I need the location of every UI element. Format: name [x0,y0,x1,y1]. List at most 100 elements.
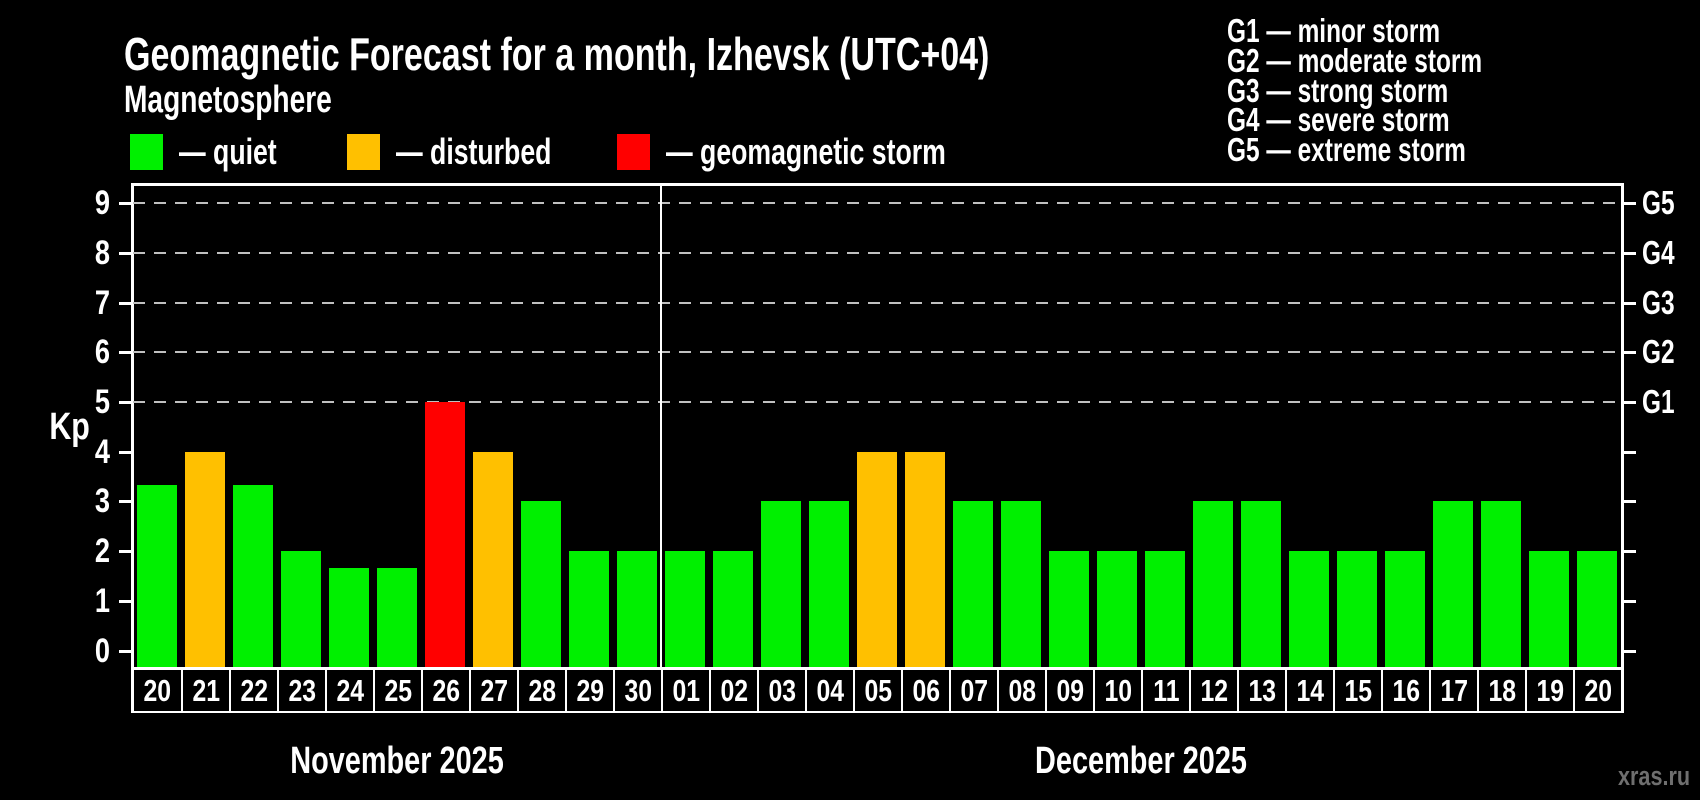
date-cell: 04 [805,670,853,711]
month-separator-line [660,184,662,667]
kp-9-gridline [133,202,1621,205]
date-label: 24 [336,672,364,708]
date-cell: 12 [1189,670,1237,711]
y-tick-label: 4 [94,432,110,471]
month-label-december: December 2025 [1035,740,1247,782]
date-cell: 16 [1381,670,1429,711]
date-label: 29 [576,672,604,708]
kp-bar [761,501,801,667]
kp-bar [473,451,513,667]
date-label: 04 [816,672,844,708]
date-label: 11 [1152,672,1180,708]
date-cell: 13 [1237,670,1285,711]
g2-legend-line: G2 — moderate storm [1227,41,1483,79]
date-cell: 30 [613,670,661,711]
kp-bar [1289,551,1329,667]
date-label: 12 [1200,672,1228,708]
legend-item-disturbed: — disturbed [347,132,606,172]
g-level-label: G5 [1642,184,1675,222]
kp-bar [1049,551,1089,667]
kp-bar [809,501,849,667]
date-cell: 25 [373,670,421,711]
y-tick-label: 7 [94,283,110,322]
kp-bar [857,451,897,667]
y-tick [119,351,131,355]
kp-bar [905,451,945,667]
date-cell: 19 [1525,670,1573,711]
legend-storm-label: — geomagnetic storm [666,131,946,172]
subtitle: Magnetosphere [124,79,332,121]
kp-bar [1529,551,1569,667]
kp-6-gridline [133,351,1621,354]
month-label-november: November 2025 [290,740,504,782]
kp-bar [1145,551,1185,667]
date-label: 14 [1296,672,1324,708]
y-tick [119,301,131,305]
kp-bar [1433,501,1473,667]
date-label: 25 [384,672,412,708]
g1-legend-line: G1 — minor storm [1227,12,1441,49]
date-label: 23 [288,672,316,708]
y-tick-label: 6 [94,333,110,372]
kp-bar [1193,501,1233,667]
g5-legend-line: G5 — extreme storm [1227,131,1466,169]
date-label: 06 [912,672,940,708]
y-tick [119,500,131,504]
plot-area [133,184,1621,667]
date-cell: 23 [277,670,325,711]
date-cell: 14 [1285,670,1333,711]
kp-7-gridline [133,301,1621,304]
y-tick [119,599,131,603]
date-label: 03 [768,672,796,708]
date-label: 19 [1536,672,1564,708]
y-tick-label: 9 [94,184,110,223]
date-label: 15 [1344,672,1372,708]
y-tick-label: 5 [94,383,110,421]
kp-bar [425,402,465,667]
date-cell: 15 [1333,670,1381,711]
date-cell: 02 [709,670,757,711]
kp-bar [137,485,177,667]
date-label: 02 [720,672,748,708]
legend-item-quiet: — quiet [130,132,311,172]
y-axis-line [131,183,134,713]
plot-top-border [131,183,1624,186]
right-tick [1624,351,1636,355]
date-cell: 03 [757,670,805,711]
legend-disturbed-label: — disturbed [396,131,552,172]
y-tick [119,401,131,404]
g-level-label: G4 [1642,233,1675,271]
date-cell: 18 [1477,670,1525,711]
y-tick-label: 1 [94,581,110,620]
kp-bar [1001,501,1041,667]
right-tick [1624,599,1636,603]
g-level-label: G1 [1642,383,1675,420]
date-cell: 24 [325,670,373,711]
g-scale-legend: G1 — minor storm G2 — moderate storm G3 … [1227,12,1572,169]
kp-bar [329,567,369,667]
date-cell: 10 [1093,670,1141,711]
right-tick [1624,202,1636,206]
date-cell: 28 [517,670,565,711]
right-tick [1624,500,1636,504]
date-cell: 20 [1573,670,1621,711]
kp-bar [281,551,321,667]
kp-bar [185,451,225,667]
date-cell: 26 [421,670,469,711]
date-cell: 27 [469,670,517,711]
date-label: 08 [1008,672,1036,708]
right-tick [1624,401,1636,404]
right-tick [1624,649,1636,653]
right-tick [1624,301,1636,305]
watermark: xras.ru [1617,761,1690,791]
kp-5-gridline [133,401,1621,403]
date-label: 28 [528,672,556,708]
kp-bar [1097,551,1137,667]
kp-axis-label: Kp [49,406,90,448]
date-label: 09 [1056,672,1084,708]
date-cell: 29 [565,670,613,711]
date-cell: 05 [853,670,901,711]
date-cell: 22 [229,670,277,711]
y-tick-label: 2 [94,532,110,571]
